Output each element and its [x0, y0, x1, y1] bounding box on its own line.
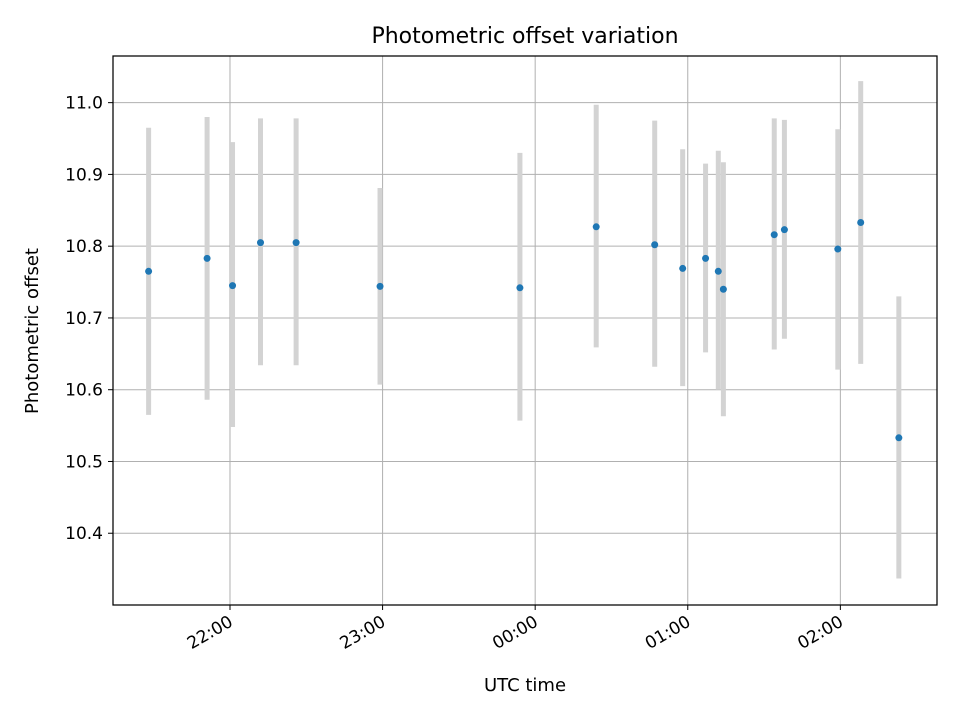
- data-point: [770, 231, 778, 239]
- y-axis-ticks: 10.4 10.5 10.6 10.7 10.8 10.9 11.0: [65, 94, 113, 544]
- data-point: [376, 282, 384, 290]
- data-point: [895, 434, 903, 442]
- data-point: [719, 285, 727, 293]
- data-point: [679, 264, 687, 272]
- y-tick-label: 10.7: [65, 309, 103, 329]
- y-tick-label: 10.4: [65, 524, 103, 544]
- data-point: [145, 267, 153, 275]
- y-axis-label: Photometric offset: [22, 248, 43, 414]
- data-point: [857, 218, 865, 226]
- data-point: [257, 239, 265, 247]
- y-tick-label: 10.9: [65, 165, 103, 185]
- data-point: [834, 245, 842, 253]
- data-points: [145, 218, 903, 442]
- y-tick-label: 10.8: [65, 237, 103, 257]
- data-point: [516, 284, 524, 292]
- x-axis-label: UTC time: [484, 675, 566, 696]
- data-point: [702, 254, 710, 262]
- data-point: [780, 226, 788, 234]
- data-point: [292, 239, 300, 247]
- data-point: [229, 282, 237, 290]
- data-point: [714, 267, 722, 275]
- y-tick-label: 10.5: [65, 452, 103, 472]
- y-tick-label: 11.0: [65, 94, 103, 114]
- data-point: [203, 254, 211, 262]
- data-point: [651, 241, 659, 249]
- y-tick-label: 10.6: [65, 381, 103, 401]
- plot-frame: [112, 55, 938, 606]
- grid-lines: [113, 56, 937, 605]
- data-point: [592, 223, 600, 231]
- chart-title: Photometric offset variation: [371, 24, 678, 49]
